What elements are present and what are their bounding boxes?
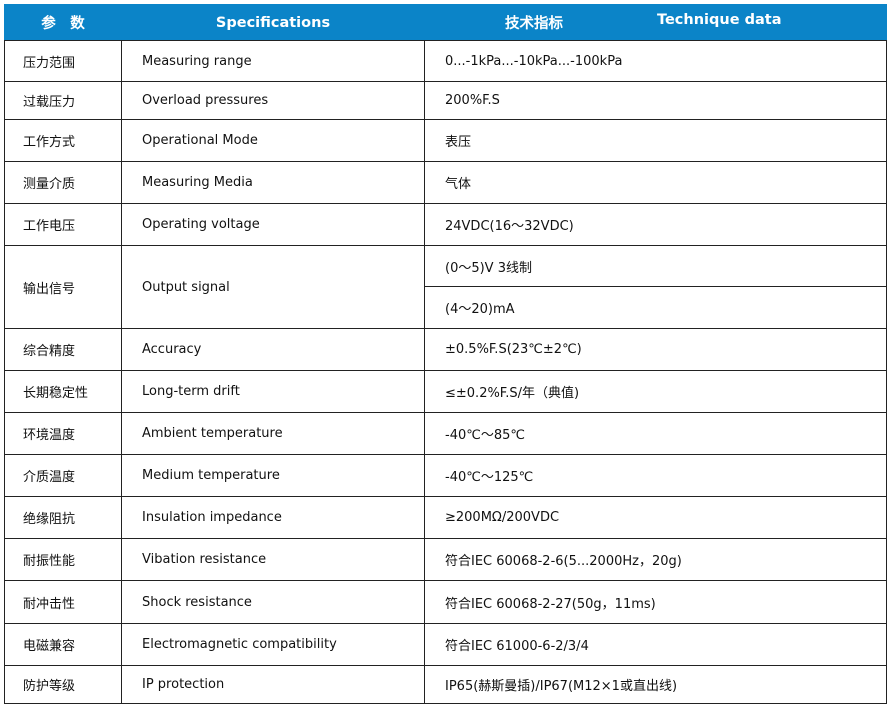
param-cn: 环境温度	[4, 412, 122, 455]
table-row: (4～20)mA	[5, 286, 887, 329]
table-row: 环境温度 Ambient temperature -40℃～85℃	[4, 412, 887, 455]
param-en: Medium temperature	[121, 454, 425, 497]
table-row: 工作方式 Operational Mode 表压	[4, 119, 887, 162]
param-en: Overload pressures	[121, 81, 425, 120]
param-value: 符合IEC 61000-6-2/3/4	[424, 623, 887, 666]
param-value: ≥200MΩ/200VDC	[424, 496, 887, 539]
table-row: 耐冲击性 Shock resistance 符合IEC 60068-2-27(5…	[4, 580, 887, 624]
spec-table: 参 数 Specifications 技术指标 Technique data 压力…	[4, 4, 887, 704]
param-en: Ambient temperature	[121, 412, 425, 455]
param-en: Measuring range	[121, 40, 425, 82]
param-cn: 工作电压	[4, 203, 122, 246]
param-value: 符合IEC 60068-2-27(50g，11ms)	[424, 580, 887, 624]
param-en: Shock resistance	[121, 580, 425, 624]
table-row: 综合精度 Accuracy ±0.5%F.S(23℃±2℃)	[4, 328, 887, 371]
param-en: Long-term drift	[121, 370, 425, 413]
param-cn: 耐冲击性	[4, 580, 122, 624]
table-row: 输出信号 Output signal (0～5)V 3线制	[4, 245, 887, 329]
param-cn: 工作方式	[4, 119, 122, 162]
param-value: ±0.5%F.S(23℃±2℃)	[424, 328, 887, 371]
header-specifications: Specifications	[121, 4, 425, 41]
param-value-2: (4～20)mA	[424, 286, 887, 329]
param-cn: 输出信号	[4, 245, 122, 329]
table-row: 电磁兼容 Electromagnetic compatibility 符合IEC…	[4, 623, 887, 666]
table-row: 介质温度 Medium temperature -40℃～125℃	[4, 454, 887, 497]
param-value: ≤±0.2%F.S/年（典值)	[424, 370, 887, 413]
param-en: IP protection	[121, 665, 425, 704]
table-row: 测量介质 Measuring Media 气体	[4, 161, 887, 204]
param-cn: 介质温度	[4, 454, 122, 497]
param-cn: 耐振性能	[4, 538, 122, 581]
header-technique-en: Technique data	[657, 12, 782, 28]
param-en: Measuring Media	[121, 161, 425, 204]
table-row: 绝缘阻抗 Insulation impedance ≥200MΩ/200VDC	[4, 496, 887, 539]
param-cn: 综合精度	[4, 328, 122, 371]
param-value: 符合IEC 60068-2-6(5...2000Hz，20g)	[424, 538, 887, 581]
table-row: 工作电压 Operating voltage 24VDC(16～32VDC)	[4, 203, 887, 246]
param-value: -40℃～125℃	[424, 454, 887, 497]
param-cn: 电磁兼容	[4, 623, 122, 666]
param-en: Insulation impedance	[121, 496, 425, 539]
param-en: Operational Mode	[121, 119, 425, 162]
table-row: 过载压力 Overload pressures 200%F.S	[4, 81, 887, 120]
table-row: 长期稳定性 Long-term drift ≤±0.2%F.S/年（典值)	[4, 370, 887, 413]
param-cn: 绝缘阻抗	[4, 496, 122, 539]
table-row: 耐振性能 Vibation resistance 符合IEC 60068-2-6…	[4, 538, 887, 581]
header-technique-cn: 技术指标	[505, 16, 563, 32]
param-cn: 过载压力	[4, 81, 122, 120]
param-value: 0...-1kPa...-10kPa...-100kPa	[424, 40, 887, 82]
header-row: 参 数 Specifications 技术指标 Technique data	[4, 4, 887, 41]
param-en: Vibation resistance	[121, 538, 425, 581]
param-value: 气体	[424, 161, 887, 204]
param-cn: 长期稳定性	[4, 370, 122, 413]
param-value: (0～5)V 3线制	[424, 245, 887, 287]
param-value: 24VDC(16～32VDC)	[424, 203, 887, 246]
param-value: 200%F.S	[424, 81, 887, 120]
param-value: IP65(赫斯曼插)/IP67(M12×1或直出线)	[424, 665, 887, 704]
param-en: Operating voltage	[121, 203, 425, 246]
param-cn: 测量介质	[4, 161, 122, 204]
header-technique-data: 技术指标 Technique data	[424, 4, 887, 41]
param-cn: 防护等级	[4, 665, 122, 704]
param-en: Electromagnetic compatibility	[121, 623, 425, 666]
param-value: -40℃～85℃	[424, 412, 887, 455]
header-param: 参 数	[4, 4, 122, 41]
param-value: 表压	[424, 119, 887, 162]
param-en: Output signal	[121, 245, 425, 329]
param-en: Accuracy	[121, 328, 425, 371]
table-row: 防护等级 IP protection IP65(赫斯曼插)/IP67(M12×1…	[4, 665, 887, 704]
param-cn: 压力范围	[4, 40, 122, 82]
table-row: 压力范围 Measuring range 0...-1kPa...-10kPa.…	[4, 40, 887, 82]
